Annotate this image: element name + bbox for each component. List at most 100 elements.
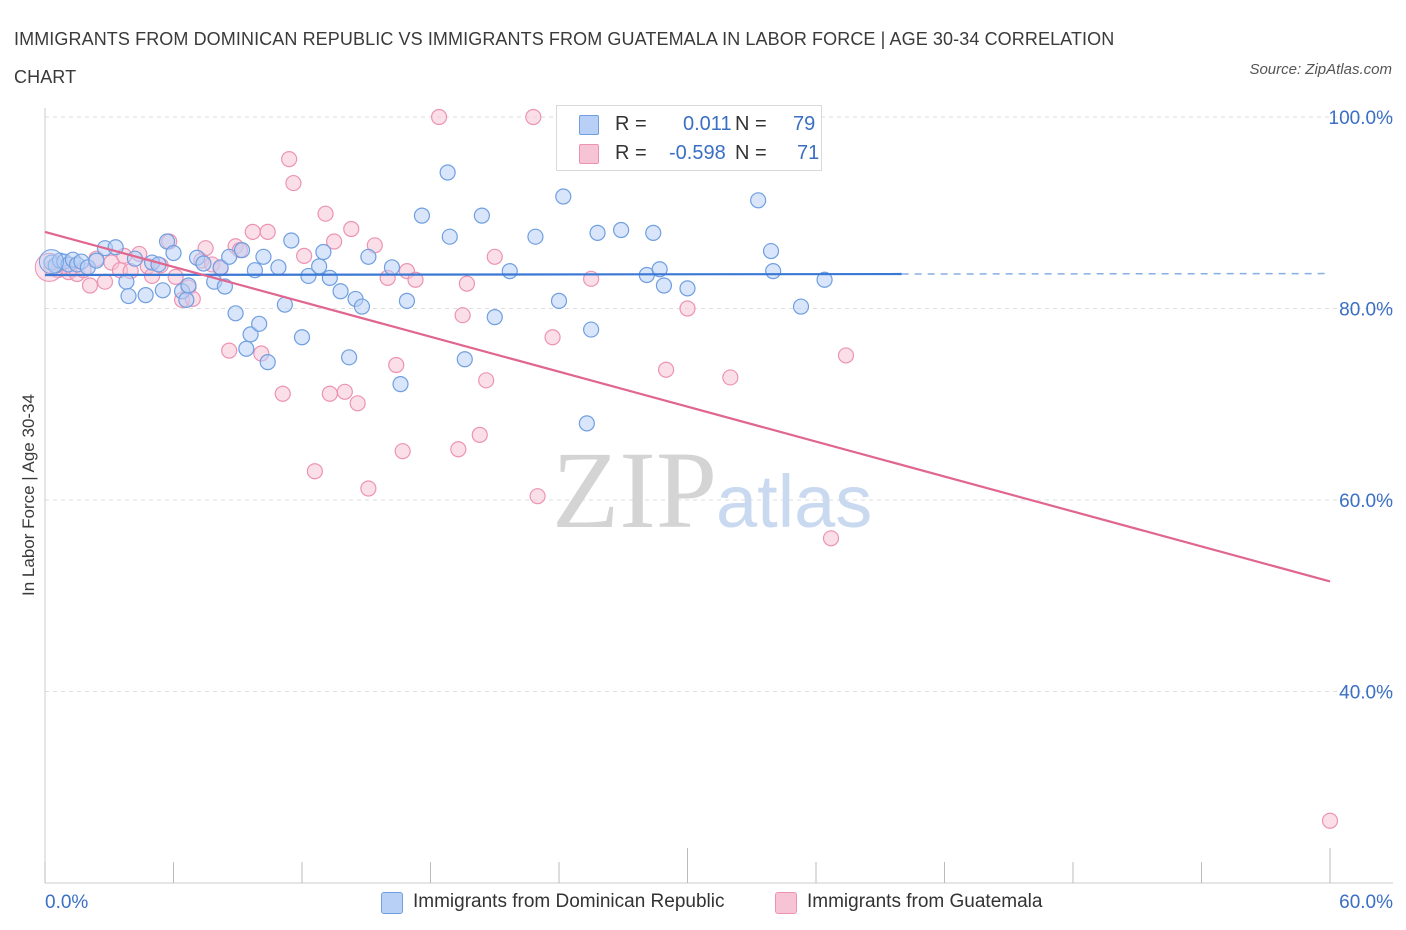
dominican-point-12: [118, 273, 135, 290]
bottom-legend-label-dominican: Immigrants from Dominican Republic: [413, 891, 725, 912]
guatemala-point-37: [306, 463, 323, 480]
guatemala-point-65: [822, 530, 840, 547]
guatemala-point-32: [259, 223, 276, 240]
dominican-point-66: [589, 224, 606, 241]
dominican-point-49: [353, 298, 371, 315]
guatemala-point-36: [296, 247, 313, 264]
guatemala-point-62: [657, 361, 675, 378]
guatemala-point-60: [544, 329, 561, 346]
guatemala-point-64: [722, 369, 739, 386]
dominican-point-52: [392, 376, 409, 393]
y-tick-label-2: 80.0%: [1339, 300, 1393, 321]
dominican-point-31: [233, 241, 251, 259]
dominican-point-76: [792, 298, 810, 315]
legend-n-value: 71: [797, 142, 820, 164]
gridlines: [45, 116, 1393, 692]
dominican-point-65: [583, 321, 600, 338]
guatemala-point-41: [336, 383, 353, 400]
dominican-point-36: [255, 248, 272, 265]
x-tick-label-0: 0.0%: [45, 892, 88, 913]
guatemala-point-43: [349, 395, 366, 412]
dominican-point-43: [311, 258, 328, 275]
legend-n-label: N =: [735, 142, 767, 164]
dominican-point-44: [315, 243, 332, 261]
guatemala-point-57: [486, 248, 503, 265]
axes: [44, 108, 1393, 884]
dominican-point-46: [332, 283, 349, 300]
guatemala-point-58: [525, 108, 542, 126]
guatemala-point-9: [96, 273, 114, 290]
y-tick-label-0: 40.0%: [1339, 683, 1393, 704]
trend-line-dominican: [44, 272, 902, 277]
guatemala-point-42: [343, 220, 360, 238]
dominican-point-42: [300, 267, 317, 285]
bottom-legend-label-guatemala: Immigrants from Guatemala: [807, 891, 1043, 912]
dominican-point-53: [398, 292, 416, 309]
legend-r-label: R =: [615, 113, 647, 135]
dominican-point-77: [816, 271, 833, 288]
dominican-point-23: [180, 277, 197, 294]
y-tick-label-3: 100.0%: [1329, 108, 1394, 129]
guatemala-point-66: [837, 347, 855, 364]
guatemala-point-53: [454, 307, 471, 324]
dominican-point-33: [242, 326, 259, 343]
dominican-point-32: [238, 340, 255, 357]
dominican-point-30: [227, 305, 244, 322]
dominican-point-15: [137, 286, 154, 304]
legend-swatch-dominican: [579, 115, 599, 135]
dominican-point-72: [679, 280, 696, 297]
dominican-point-64: [578, 415, 595, 432]
guatemala-point-30: [244, 223, 261, 240]
dominican-point-47: [341, 349, 358, 366]
dominican-point-25: [195, 255, 212, 272]
guatemala-point-39: [321, 385, 338, 402]
guatemala-point-54: [458, 275, 476, 292]
bottom-legend-swatch-dominican: [381, 892, 403, 914]
dominican-point-63: [555, 188, 572, 205]
dominican-point-38: [270, 259, 287, 276]
dominican-point-59: [486, 309, 503, 326]
legend-r-value: 0.011: [683, 113, 732, 135]
guatemala-point-67: [1321, 812, 1339, 829]
bottom-legend-swatch-guatemala: [775, 892, 797, 914]
dominican-point-50: [360, 248, 377, 265]
dominican-point-9: [88, 252, 105, 269]
dominican-point-40: [283, 232, 300, 249]
dominican-point-18: [154, 282, 171, 299]
legend-r-label: R =: [615, 142, 647, 164]
dominican-point-57: [456, 351, 473, 368]
correlation-legend: R = 0.011 N = 79 R = -0.598 N = 71: [556, 105, 822, 171]
dominican-point-75: [765, 263, 782, 280]
watermark-atlas: atlas: [716, 460, 872, 543]
dominican-point-62: [550, 292, 568, 309]
chart-source: Source: ZipAtlas.com: [1249, 61, 1392, 78]
guatemala-point-47: [388, 356, 405, 374]
chart-title: IMMIGRANTS FROM DOMINICAN REPUBLIC VS IM…: [14, 29, 1115, 87]
guatemala-point-33: [274, 385, 291, 402]
dominican-point-71: [655, 277, 673, 294]
dominican-point-35: [251, 315, 268, 332]
dominican-point-67: [613, 221, 630, 239]
dominican-point-13: [120, 287, 137, 305]
trend-lines: [44, 230, 1331, 583]
series-dominican-points: [38, 164, 833, 432]
guatemala-point-63: [679, 300, 696, 317]
legend-swatch-guatemala: [579, 144, 599, 164]
guatemala-point-59: [529, 488, 546, 505]
dominican-point-74: [762, 242, 780, 260]
guatemala-point-38: [317, 205, 334, 222]
guatemala-point-56: [478, 372, 495, 389]
guatemala-point-51: [430, 108, 448, 126]
y-tick-label-1: 60.0%: [1339, 491, 1393, 512]
guatemala-point-52: [450, 441, 467, 458]
dominican-point-70: [651, 261, 668, 278]
x-tick-label-1: 60.0%: [1339, 892, 1393, 913]
dominican-point-22: [178, 291, 195, 308]
dominican-point-45: [321, 269, 338, 286]
dominican-point-60: [501, 263, 518, 280]
guatemala-point-27: [221, 342, 238, 359]
legend-n-label: N =: [735, 113, 767, 135]
guatemala-point-19: [167, 268, 184, 286]
dominican-point-37: [259, 354, 276, 371]
